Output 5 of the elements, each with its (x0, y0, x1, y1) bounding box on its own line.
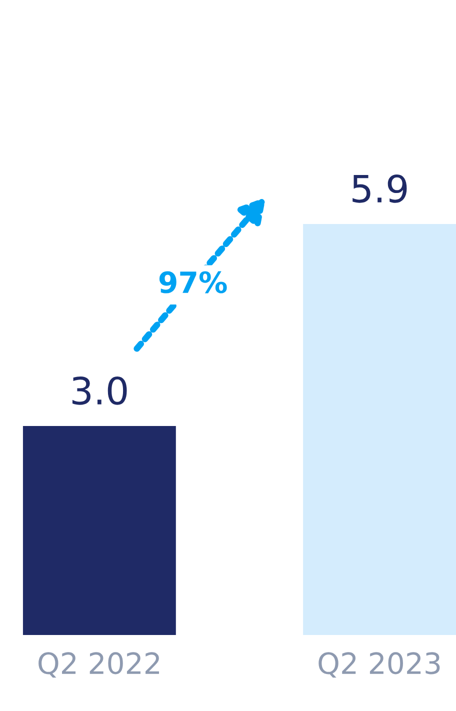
annotation: 97% (159, 271, 227, 294)
data-label: 3.0 (72, 376, 127, 405)
data-label: 5.9 (352, 174, 407, 203)
x-tick-label: Q2 2022 (38, 652, 160, 678)
x-tick-label: Q2 2023 (318, 652, 440, 678)
